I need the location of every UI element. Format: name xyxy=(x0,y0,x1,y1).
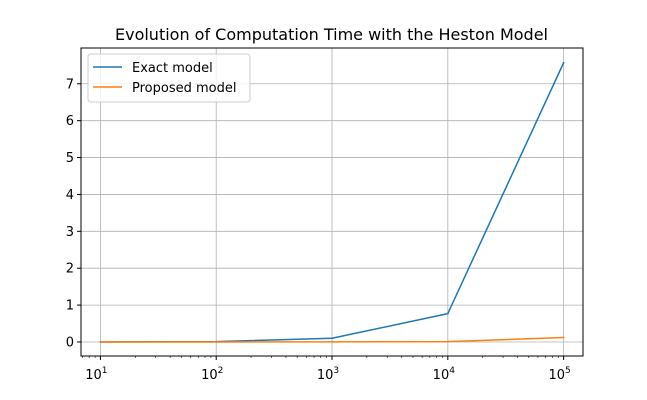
data-point-exact-model xyxy=(331,337,333,340)
x-tick-label: 101 xyxy=(85,366,107,383)
data-point-proposed-model xyxy=(215,341,218,343)
data-point-proposed-model xyxy=(446,340,449,343)
x-tick-label: 104 xyxy=(433,366,456,383)
x-tick-exponent: 3 xyxy=(333,366,339,376)
data-point-proposed-model xyxy=(99,341,102,343)
legend-box xyxy=(87,53,251,103)
x-tick-base: 10 xyxy=(201,368,218,383)
grid-layer xyxy=(81,48,583,356)
legend: Exact model Proposed model xyxy=(87,53,251,103)
y-tick-label: 2 xyxy=(66,262,74,277)
x-tick-label: 102 xyxy=(201,366,223,383)
y-tick-label: 6 xyxy=(66,114,74,129)
y-tick-label: 5 xyxy=(66,151,74,166)
chart-title: Evolution of Computation Time with the H… xyxy=(115,25,548,44)
data-point-exact-model xyxy=(446,312,449,315)
x-tick-exponent: 5 xyxy=(565,366,571,376)
legend-label: Proposed model xyxy=(132,81,236,96)
y-tick-label: 1 xyxy=(66,299,74,314)
x-tick-label: 105 xyxy=(548,366,570,383)
x-tick-exponent: 1 xyxy=(102,366,108,376)
y-tick-label: 4 xyxy=(66,188,74,203)
x-tick-base: 10 xyxy=(85,368,102,383)
series-layer xyxy=(99,61,565,343)
x-tick-exponent: 2 xyxy=(218,366,224,376)
y-tick-label: 3 xyxy=(66,225,74,240)
x-tick-base: 10 xyxy=(548,368,565,383)
x-tick-base: 10 xyxy=(317,368,334,383)
x-tick-base: 10 xyxy=(433,368,450,383)
x-tick-label: 103 xyxy=(317,366,339,383)
data-point-proposed-model xyxy=(331,340,333,343)
data-point-exact-model xyxy=(562,61,565,64)
y-tick-label: 7 xyxy=(66,77,74,92)
legend-label: Exact model xyxy=(132,61,213,76)
data-point-proposed-model xyxy=(562,336,565,339)
x-tick-exponent: 4 xyxy=(449,366,455,376)
y-tick-label: 0 xyxy=(66,335,74,350)
